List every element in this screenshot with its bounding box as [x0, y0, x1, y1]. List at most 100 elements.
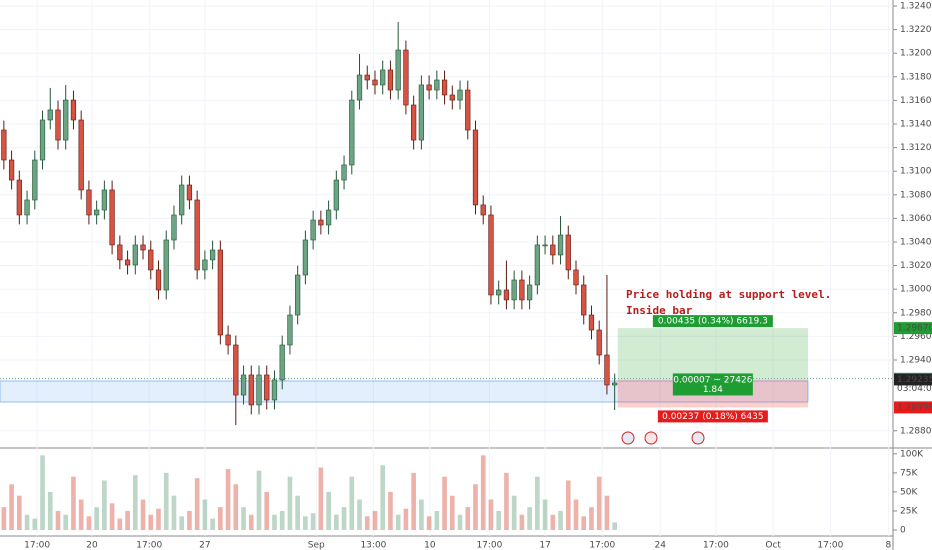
candle-body — [364, 74, 370, 81]
candle-body — [526, 284, 533, 301]
y-tick-label: 1.31600 — [900, 96, 932, 106]
y-tick-label: 1.31200 — [900, 143, 932, 153]
candle-body — [163, 239, 169, 291]
candle-body — [380, 69, 386, 86]
candle-body — [101, 189, 107, 211]
candle-body — [209, 249, 216, 261]
volume-bar — [442, 476, 447, 530]
candle-body — [596, 329, 602, 356]
candle-body — [395, 49, 401, 91]
candle-body — [279, 344, 285, 381]
volume-bar — [403, 508, 409, 530]
event-icons[interactable] — [621, 431, 705, 445]
candle-body — [233, 344, 239, 396]
candle-body — [387, 69, 394, 91]
support-zone — [0, 380, 809, 403]
candle-body — [557, 234, 564, 256]
candles — [1, 22, 618, 425]
candle-body — [140, 244, 146, 251]
volume-bar — [63, 514, 69, 530]
candle-body — [271, 379, 278, 401]
candle-body — [457, 89, 463, 101]
volume-bar — [140, 499, 146, 530]
volume-tick-label: 0 — [900, 526, 906, 536]
candle-body — [94, 209, 100, 216]
ratio-label: 1.84 — [703, 385, 723, 395]
volume-bar — [527, 507, 532, 530]
annotation: Price holding at support level. — [626, 288, 831, 301]
volume-bar — [372, 510, 378, 530]
candle-body — [418, 84, 424, 141]
candle-body — [565, 234, 571, 271]
target-zone — [617, 328, 808, 380]
grid — [0, 0, 893, 536]
volume-bar — [24, 514, 30, 530]
candle-body — [441, 79, 448, 96]
stop-price-label-bg — [894, 401, 932, 414]
target-label: 0.00435 (0.34%) 6619.3 — [658, 317, 768, 327]
volume-bar — [272, 514, 277, 530]
x-tick-label: 17:00 — [817, 541, 843, 550]
volume-bar — [581, 516, 587, 530]
volume-bar — [411, 472, 416, 530]
volume-bar — [156, 508, 161, 530]
volume-tick-label: 100K — [900, 449, 924, 459]
candle-body — [39, 119, 46, 161]
volume-bar — [596, 476, 602, 530]
y-tick-label: 1.29400 — [900, 355, 932, 365]
candle-body — [604, 354, 610, 386]
candle-body — [349, 99, 355, 166]
volume-bar — [511, 495, 517, 530]
candle-body — [132, 244, 138, 266]
event-icon[interactable] — [644, 431, 658, 445]
candle-body — [302, 239, 309, 276]
volume-bar — [480, 455, 486, 530]
target-price-label: 1.29670 — [897, 324, 932, 334]
volume-bar — [163, 472, 169, 530]
volume-bar — [102, 480, 107, 530]
volume-bar — [210, 518, 215, 530]
volume-bar — [132, 475, 138, 530]
volume-bar — [604, 495, 610, 530]
stop-price-label: 1.28998 — [897, 403, 932, 413]
x-tick-label: 17:00 — [24, 541, 50, 550]
x-tick-label: 17:00 — [136, 541, 162, 550]
candle-body — [63, 99, 69, 141]
candle-body — [47, 109, 53, 121]
volume-bar — [334, 514, 339, 530]
candle-body — [32, 159, 38, 201]
x-tick-label: Oct — [765, 541, 781, 550]
volume-bar — [550, 514, 556, 530]
volume-bar — [71, 476, 76, 530]
candle-body — [148, 249, 154, 271]
volume-bar — [303, 516, 308, 530]
volume-bar — [287, 476, 293, 530]
x-tick-label: Sep — [308, 541, 325, 550]
volume-bar — [565, 480, 571, 530]
y-tick-label: 1.30200 — [900, 261, 932, 271]
candle-body — [612, 382, 618, 386]
candle-body — [124, 259, 131, 266]
y-tick-label: 1.32200 — [900, 25, 932, 35]
event-icon[interactable] — [621, 431, 635, 445]
annotation: Inside bar — [626, 304, 693, 317]
x-tick-label: 20 — [86, 541, 98, 550]
volume-bar — [9, 484, 14, 530]
candle-body — [78, 119, 84, 191]
candle-body — [550, 244, 556, 256]
volume-bar — [589, 507, 594, 530]
volume-bar — [117, 518, 123, 530]
event-icon[interactable] — [691, 431, 705, 445]
candle-body — [472, 129, 479, 206]
volume-bar — [457, 514, 463, 530]
x-tick-label: 17:00 — [589, 541, 615, 550]
volume-bar — [318, 467, 324, 530]
candle-body — [411, 104, 417, 141]
candle-body — [117, 244, 123, 261]
candle-body — [16, 179, 22, 216]
volume-bar — [218, 507, 223, 530]
x-tick-label: 17:00 — [703, 541, 729, 550]
y-tick-label: 1.30600 — [900, 214, 932, 224]
candle-body — [503, 289, 510, 301]
